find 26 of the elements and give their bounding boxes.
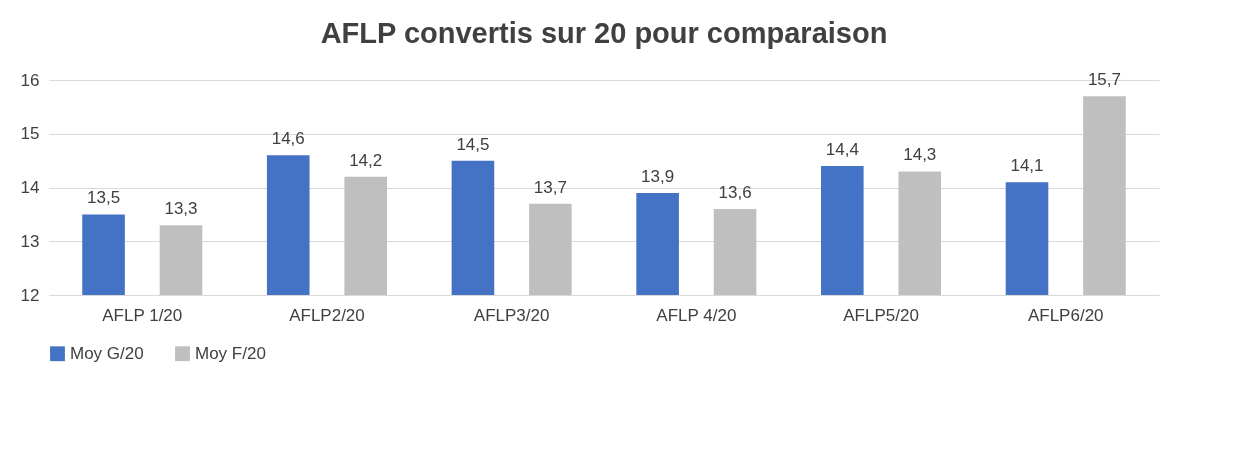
data-label: 13,3 [164, 199, 198, 219]
x-tick-label: AFLP 1/20 [102, 305, 183, 325]
y-tick-label: 15 [20, 124, 40, 144]
x-tick-label: AFLP5/20 [843, 305, 919, 325]
data-label: 15,7 [1087, 70, 1121, 90]
y-tick-label: 12 [20, 285, 40, 305]
y-tick-label: 13 [20, 231, 40, 251]
data-label: 14,3 [903, 145, 937, 165]
data-label: 13,5 [87, 188, 121, 208]
x-tick-label: AFLP6/20 [1027, 305, 1104, 325]
legend-label: Moy G/20 [70, 343, 144, 363]
data-label: 14,4 [825, 140, 859, 159]
legend-label: Moy F/20 [195, 343, 266, 363]
data-label: 14,6 [271, 129, 305, 149]
y-tick-label: 16 [20, 70, 40, 90]
data-label: 13,7 [533, 177, 567, 197]
x-tick-label: AFLP 4/20 [656, 305, 737, 325]
data-label: 14,1 [1010, 156, 1044, 176]
data-label: 14,2 [349, 150, 383, 170]
chart-title: AFLP convertis sur 20 pour comparaison [320, 17, 888, 49]
data-label: 14,5 [456, 134, 490, 154]
y-tick-label: 14 [20, 178, 40, 197]
data-label: 13,9 [641, 166, 675, 186]
data-label: 13,6 [718, 183, 752, 202]
x-tick-label: AFLP3/20 [473, 305, 550, 325]
x-tick-label: AFLP2/20 [289, 305, 365, 325]
